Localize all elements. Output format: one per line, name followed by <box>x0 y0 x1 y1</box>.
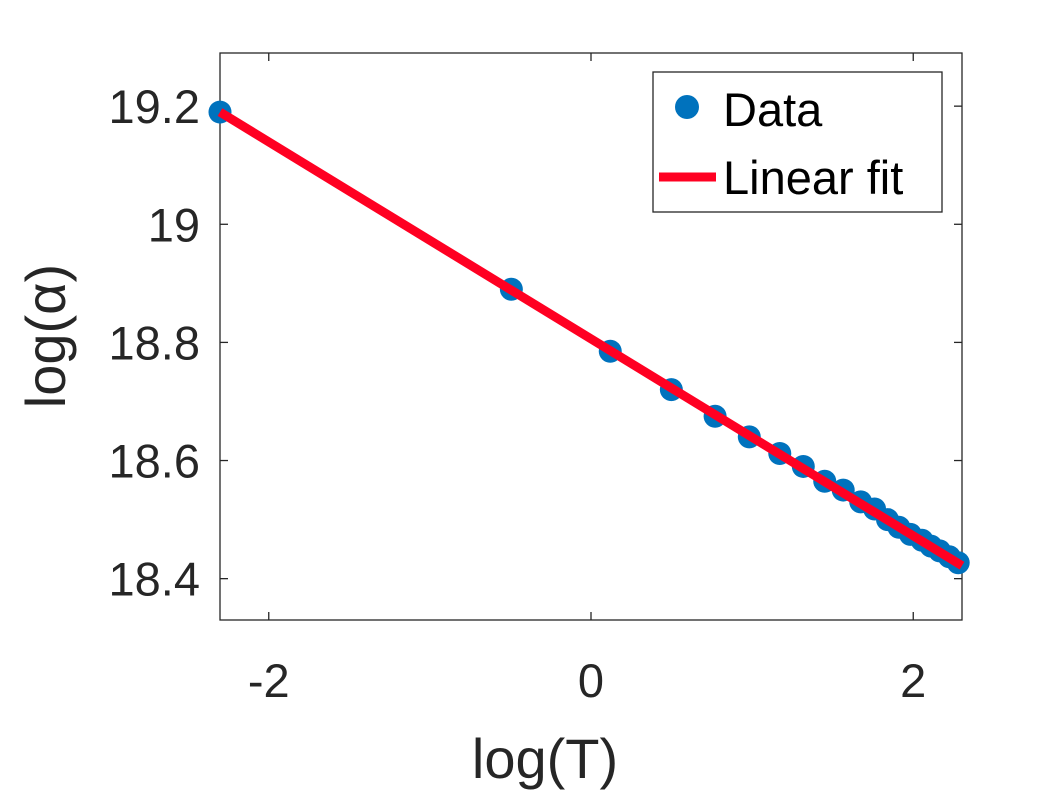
legend-marker-data <box>675 95 699 119</box>
y-tick-label: 18.4 <box>109 553 200 606</box>
axis-labels: log(T) log(α) <box>14 264 618 790</box>
x-tick-label: 0 <box>578 654 604 707</box>
y-tick-label: 18.6 <box>109 435 200 488</box>
fit-layer <box>217 108 965 570</box>
legend: Data Linear fit <box>652 71 943 213</box>
y-tick-label: 18.8 <box>109 316 200 369</box>
legend-label-fit: Linear fit <box>723 151 903 204</box>
legend-label-data: Data <box>723 83 823 136</box>
y-axis-label: log(α) <box>14 264 77 408</box>
x-axis-label: log(T) <box>472 727 618 790</box>
y-tick-label: 19.2 <box>109 80 200 133</box>
fit-line <box>217 108 965 570</box>
legend-box <box>652 71 943 213</box>
ticks-layer: -2 0 2 18.4 18.6 18.8 19 19.2 <box>109 53 962 707</box>
y-tick-label: 19 <box>148 198 200 251</box>
x-tick-label: -2 <box>248 654 290 707</box>
x-tick-label: 2 <box>900 654 926 707</box>
